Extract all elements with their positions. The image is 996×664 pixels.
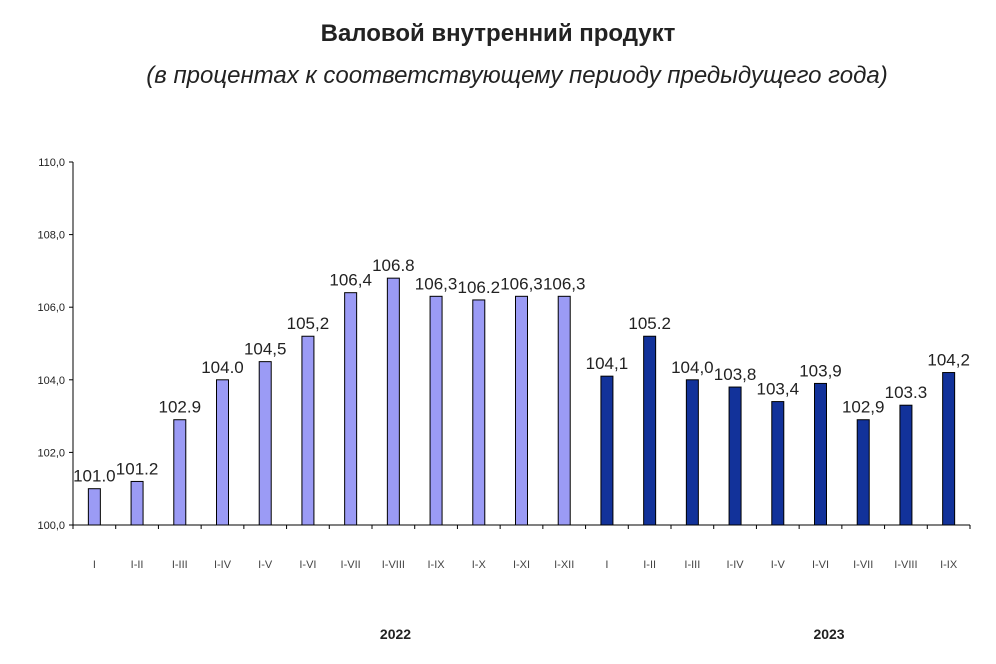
bar: [173, 419, 187, 526]
bar: [344, 292, 358, 526]
x-category-label: I-IX: [940, 559, 958, 571]
bar-value-label: 101.0: [73, 467, 116, 486]
bar: [814, 382, 827, 526]
bar-value-label: 103,8: [714, 365, 757, 384]
bar-value-label: 103,4: [757, 380, 800, 399]
y-tick-label: 102,0: [37, 447, 65, 459]
bar-value-label: 106,3: [415, 274, 458, 293]
x-category-label: I-IV: [727, 559, 745, 571]
bar: [258, 361, 272, 526]
bar-value-label: 103.3: [885, 383, 928, 402]
x-category-label: I-VI: [812, 559, 829, 571]
x-category-label: I-IX: [428, 559, 446, 571]
chart-title: Валовой внутренний продукт: [320, 20, 676, 47]
x-category-label: I-VIII: [894, 559, 917, 571]
y-tick-label: 106,0: [37, 302, 65, 314]
x-category-label: I-XII: [554, 559, 574, 571]
x-category-label: I-X: [472, 559, 487, 571]
x-category-label: I-II: [131, 559, 144, 571]
year-group-label: 2022: [380, 626, 411, 642]
bar: [87, 488, 101, 526]
bar-value-label: 104,1: [586, 354, 629, 373]
bar: [643, 335, 657, 526]
bar-value-label: 106,3: [500, 274, 543, 293]
x-category-label: I: [93, 559, 96, 571]
bar: [429, 295, 443, 526]
bar: [472, 299, 486, 526]
y-tick-label: 110,0: [38, 157, 65, 169]
year-group-label: 2023: [813, 626, 844, 642]
y-tick-label: 100,0: [37, 520, 65, 532]
x-category-label: I-V: [771, 559, 786, 571]
bar-value-label: 104.0: [201, 358, 244, 377]
bar: [600, 375, 614, 526]
y-tick-label: 104,0: [37, 375, 65, 387]
x-category-label: I-II: [643, 559, 656, 571]
x-category-label: I-III: [684, 559, 700, 571]
x-category-label: I-VII: [853, 559, 873, 571]
bar-value-label: 106.2: [458, 278, 501, 297]
bar-value-label: 104,5: [244, 340, 287, 359]
bar-value-label: 104,0: [671, 358, 714, 377]
x-category-label: I-VII: [341, 559, 361, 571]
bar: [557, 295, 571, 526]
x-category-label: I: [605, 559, 608, 571]
bar-value-label: 106,4: [329, 271, 372, 290]
bar-value-label: 104,2: [927, 351, 970, 370]
bar: [899, 404, 913, 526]
bar: [301, 335, 315, 526]
bar-value-label: 106,3: [543, 274, 586, 293]
bar: [515, 295, 528, 526]
bar-value-label: 102,9: [842, 398, 885, 417]
bar-value-label: 105,2: [287, 314, 330, 333]
bar-value-label: 101.2: [116, 459, 159, 478]
bar: [130, 480, 144, 526]
bar: [728, 386, 742, 526]
bar-value-label: 105.2: [628, 314, 671, 333]
y-tick-label: 108,0: [37, 230, 65, 242]
bar-value-label: 103,9: [799, 361, 842, 380]
bar: [685, 379, 699, 526]
bar: [856, 419, 870, 526]
bar-value-label: 106.8: [372, 256, 415, 275]
x-category-label: I-VIII: [382, 559, 405, 571]
bar-value-label: 102.9: [159, 398, 202, 417]
x-category-label: I-XI: [513, 559, 530, 571]
x-category-label: I-IV: [214, 559, 232, 571]
chart-subtitle: (в процентах к соответствующему периоду …: [146, 62, 888, 89]
x-category-label: I-V: [258, 559, 273, 571]
bar: [771, 401, 785, 526]
x-category-label: I-III: [172, 559, 188, 571]
bar: [216, 379, 229, 526]
x-category-label: I-VI: [299, 559, 316, 571]
bar: [942, 372, 956, 526]
bar: [386, 277, 400, 526]
